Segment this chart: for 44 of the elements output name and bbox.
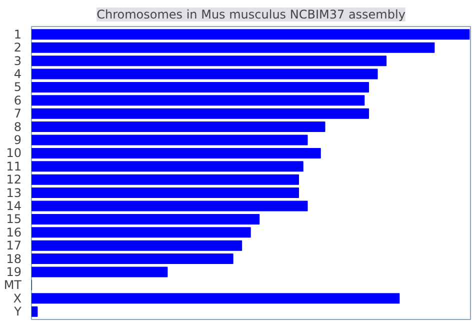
- y-tick-label: 11: [6, 159, 22, 174]
- bar: [32, 95, 365, 106]
- bar: [32, 56, 387, 66]
- bar: [32, 188, 299, 198]
- bar: [32, 161, 304, 172]
- bar: [32, 266, 168, 278]
- y-tick-label: 17: [6, 238, 22, 253]
- y-tick-label: 6: [14, 93, 22, 108]
- bar: [32, 134, 308, 146]
- y-tick-label: 15: [6, 212, 22, 226]
- bar: [32, 306, 38, 317]
- bar: [32, 227, 251, 238]
- y-tick-label: 13: [6, 186, 22, 200]
- bar: [32, 68, 378, 80]
- y-tick-label: 4: [14, 67, 22, 82]
- chart-title: Chromosomes in Mus musculus NCBIM37 assembly: [96, 8, 406, 22]
- bar: [32, 82, 370, 92]
- bar: [32, 214, 260, 224]
- bar: [32, 240, 242, 251]
- y-tick-label: 19: [6, 264, 22, 279]
- y-tick-label: 9: [14, 133, 22, 148]
- bar: [32, 29, 470, 40]
- y-tick-label: 18: [6, 252, 22, 266]
- y-tick-label: 2: [14, 40, 22, 55]
- y-tick-label: Y: [13, 304, 22, 319]
- y-tick-label: 3: [14, 54, 22, 68]
- y-tick-label: MT: [4, 278, 22, 292]
- bar: [32, 174, 299, 185]
- bar: [32, 200, 308, 212]
- y-tick-label: 8: [14, 120, 22, 134]
- y-tick-label: 14: [6, 198, 22, 213]
- bar: [32, 254, 234, 264]
- y-tick-label: 16: [6, 225, 22, 240]
- y-tick-label: X: [13, 291, 22, 306]
- y-tick-label: 12: [6, 172, 22, 187]
- bar: [32, 293, 400, 304]
- bar: [32, 122, 326, 132]
- y-tick-label: 5: [14, 80, 22, 94]
- y-tick-label: 7: [14, 106, 22, 121]
- y-tick-label: 1: [14, 27, 22, 42]
- bar: [32, 108, 370, 119]
- bar: [32, 148, 321, 158]
- bar: [32, 42, 435, 53]
- y-tick-label: 10: [6, 146, 22, 160]
